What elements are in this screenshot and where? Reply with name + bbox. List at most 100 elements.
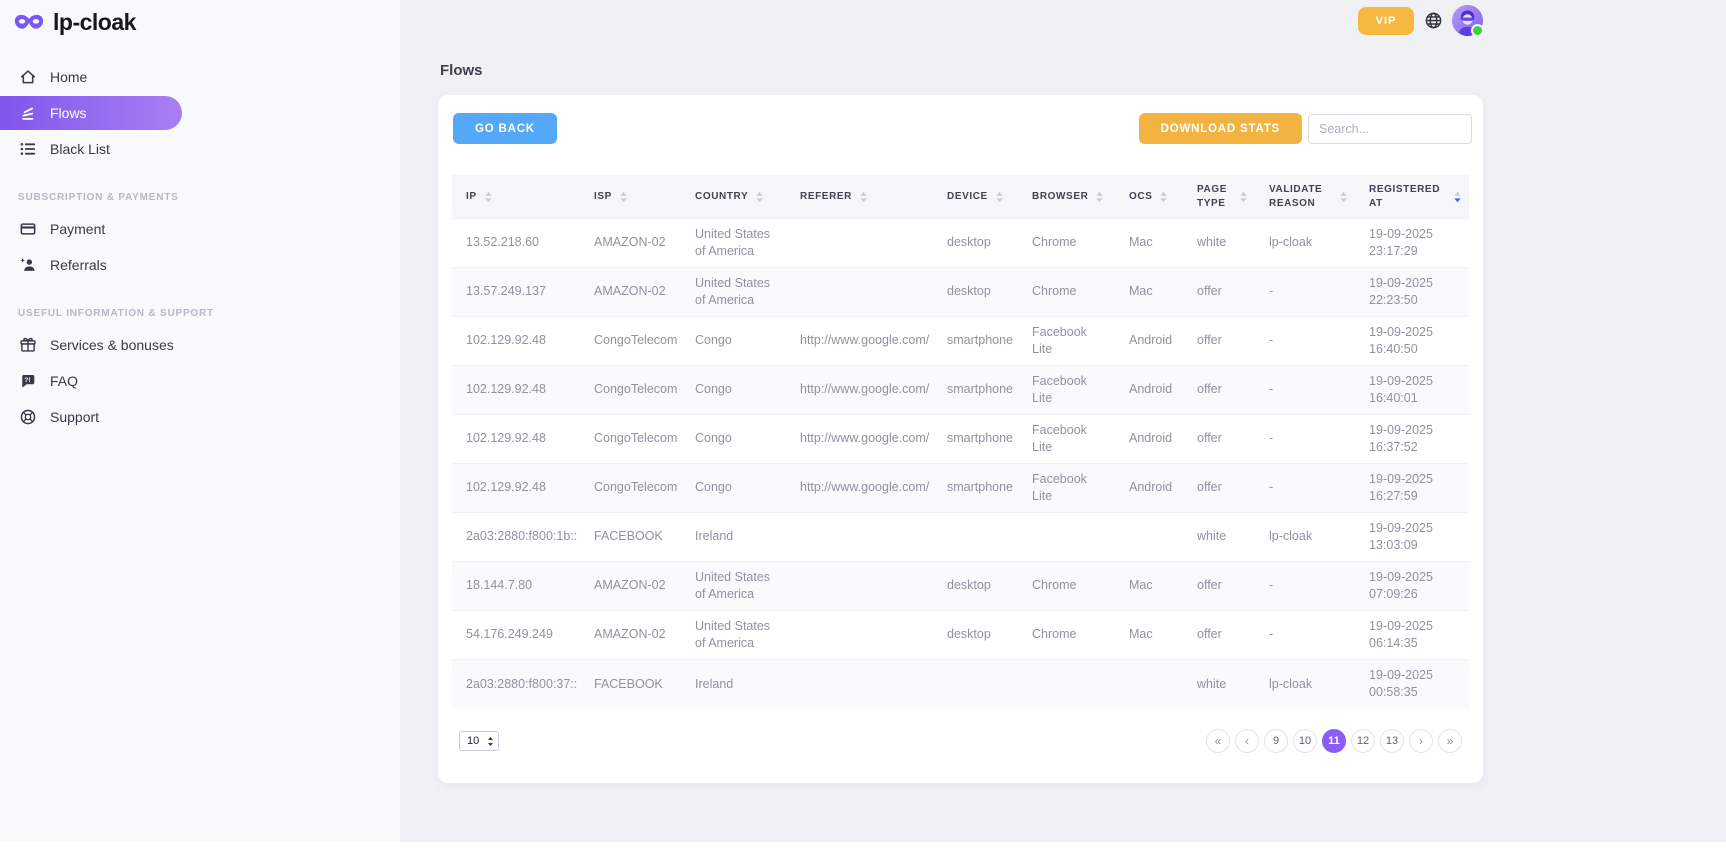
column-label: VALIDATE REASON: [1269, 184, 1323, 209]
brand-name: lp-cloak: [53, 9, 136, 35]
table-row: 2a03:2880:f800:37:: FACEBOOK Ireland white l…: [452, 659, 1469, 709]
cell-ocs: Mac: [1115, 610, 1183, 660]
bottom-strip: [0, 842, 1726, 850]
search-input[interactable]: [1308, 113, 1472, 144]
cell-page_type: offer: [1183, 463, 1255, 513]
pagination-last[interactable]: »: [1438, 729, 1462, 753]
cell-device: smartphone: [933, 316, 1018, 366]
cell-browser: Facebook Lite: [1018, 414, 1115, 464]
cell-country: Ireland: [681, 659, 786, 709]
column-label: IP: [466, 190, 477, 202]
cell-referer: http://www.google.com/: [786, 463, 933, 513]
column-header-referer[interactable]: REFERER: [786, 175, 933, 219]
pagination-page-9[interactable]: 9: [1264, 729, 1288, 753]
cell-device: desktop: [933, 267, 1018, 317]
pagination-bar: 10 «‹ 9 10 11 12 13 ›»: [459, 729, 1462, 753]
cell-ip: 54.176.249.249: [452, 610, 580, 660]
cell-validate_reason: -: [1255, 316, 1355, 366]
cell-country: Congo: [681, 365, 786, 415]
table-row: 102.129.92.48 CongoTelecom Congo http://www…: [452, 463, 1469, 513]
cell-browser: Chrome: [1018, 267, 1115, 317]
pagination-page-13[interactable]: 13: [1380, 729, 1404, 753]
table-row: 102.129.92.48 CongoTelecom Congo http://www…: [452, 414, 1469, 464]
pagination-page-11[interactable]: 11: [1322, 729, 1346, 753]
cell-country: Congo: [681, 414, 786, 464]
cell-validate_reason: -: [1255, 463, 1355, 513]
cell-referer: [786, 610, 933, 660]
table-header-row: IP ISP COUNTRY REFERER DEVICE BROWSER OCS PAGE …: [452, 175, 1469, 219]
column-header-isp[interactable]: ISP: [580, 175, 681, 219]
cell-validate_reason: lp-cloak: [1255, 512, 1355, 562]
sidebar-item-label: Home: [50, 69, 88, 85]
avatar[interactable]: [1452, 5, 1484, 37]
cell-referer: [786, 512, 933, 562]
page-size-select[interactable]: 10: [459, 731, 499, 751]
referrals-icon: [18, 256, 37, 275]
mask-logo-icon: [14, 12, 44, 33]
cell-registered_at: 19-09-2025 13:03:09: [1355, 512, 1469, 562]
cell-validate_reason: -: [1255, 414, 1355, 464]
cell-registered_at: 19-09-2025 16:40:01: [1355, 365, 1469, 415]
column-header-ip[interactable]: IP: [452, 175, 580, 219]
column-header-page_type[interactable]: PAGE TYPE: [1183, 175, 1255, 219]
sidebar-item-services-bonuses[interactable]: Services & bonuses: [0, 328, 182, 362]
topbar-right: VIP: [1358, 5, 1484, 37]
cell-page_type: offer: [1183, 267, 1255, 317]
cell-ip: 13.57.249.137: [452, 267, 580, 317]
vip-button[interactable]: VIP: [1358, 6, 1414, 35]
cell-page_type: white: [1183, 218, 1255, 268]
online-status-dot: [1471, 24, 1484, 37]
sidebar-item-faq[interactable]: ?! FAQ: [0, 364, 182, 398]
sort-icon: [756, 191, 763, 203]
cell-page_type: white: [1183, 659, 1255, 709]
sidebar-item-support[interactable]: Support: [0, 400, 182, 434]
cell-ip: 102.129.92.48: [452, 316, 580, 366]
cell-device: smartphone: [933, 414, 1018, 464]
cell-validate_reason: -: [1255, 365, 1355, 415]
pagination-prev[interactable]: ‹: [1235, 729, 1259, 753]
cell-ocs: Android: [1115, 414, 1183, 464]
cell-registered_at: 19-09-2025 16:27:59: [1355, 463, 1469, 513]
sidebar-item-referrals[interactable]: Referrals: [0, 248, 182, 282]
pagination-next[interactable]: ›: [1409, 729, 1433, 753]
pagination-page-10[interactable]: 10: [1293, 729, 1317, 753]
column-header-country[interactable]: COUNTRY: [681, 175, 786, 219]
sidebar-item-label: Support: [50, 409, 100, 425]
sidebar-item-flows[interactable]: Flows: [0, 96, 182, 130]
cell-isp: FACEBOOK: [580, 659, 681, 709]
section-label-text: SUBSCRIPTION & PAYMENTS: [18, 191, 179, 203]
globe-icon[interactable]: [1423, 11, 1443, 31]
sidebar-item-payment[interactable]: Payment: [0, 212, 182, 246]
cell-validate_reason: -: [1255, 267, 1355, 317]
cell-browser: [1018, 659, 1115, 709]
cell-country: United States of America: [681, 610, 786, 660]
sort-icon: [485, 191, 492, 203]
flows-table: IP ISP COUNTRY REFERER DEVICE BROWSER OCS PAGE …: [452, 175, 1469, 709]
sidebar-item-label: Referrals: [50, 257, 107, 273]
column-header-validate_reason[interactable]: VALIDATE REASON: [1255, 175, 1355, 219]
cell-ocs: Mac: [1115, 561, 1183, 611]
table-row: 13.57.249.137 AMAZON-02 United States of A…: [452, 267, 1469, 317]
column-header-browser[interactable]: BROWSER: [1018, 175, 1115, 219]
sidebar-item-black-list[interactable]: Black List: [0, 132, 182, 166]
brand: lp-cloak: [14, 9, 136, 36]
sort-icon: [1340, 191, 1347, 203]
cell-browser: Chrome: [1018, 218, 1115, 268]
go-back-button[interactable]: GO BACK: [453, 113, 557, 144]
column-header-ocs[interactable]: OCS: [1115, 175, 1183, 219]
cell-referer: http://www.google.com/: [786, 365, 933, 415]
column-label: ISP: [594, 190, 612, 202]
cell-browser: Chrome: [1018, 610, 1115, 660]
cell-page_type: offer: [1183, 414, 1255, 464]
download-stats-button[interactable]: DOWNLOAD STATS: [1138, 113, 1302, 144]
cell-ocs: Mac: [1115, 218, 1183, 268]
cell-country: Ireland: [681, 512, 786, 562]
column-header-registered_at[interactable]: REGISTERED AT: [1355, 175, 1469, 219]
pagination-first[interactable]: «: [1206, 729, 1230, 753]
sort-icon: [860, 191, 867, 203]
table-row: 13.52.218.60 AMAZON-02 United States of Am…: [452, 218, 1469, 268]
pagination-page-12[interactable]: 12: [1351, 729, 1375, 753]
table-row: 54.176.249.249 AMAZON-02 United States of …: [452, 610, 1469, 660]
column-header-device[interactable]: DEVICE: [933, 175, 1018, 219]
sidebar-item-home[interactable]: Home: [0, 60, 182, 94]
